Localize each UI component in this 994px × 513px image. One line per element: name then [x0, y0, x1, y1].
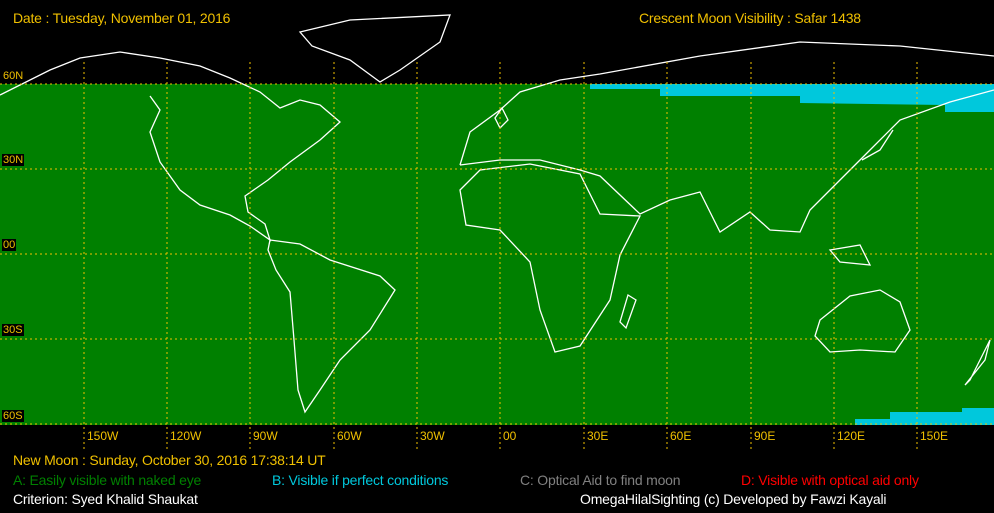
visibility-title: Crescent Moon Visibility : Safar 1438	[639, 10, 861, 26]
legend-d: D: Visible with optical aid only	[741, 472, 919, 488]
lat-grid	[0, 83, 994, 425]
legend-c: C: Optical Aid to find moon	[520, 472, 681, 488]
lon-label: 90E	[754, 429, 776, 443]
date-label: Date : Tuesday, November 01, 2016	[13, 10, 231, 26]
credit-label: OmegaHilalSighting (c) Developed by Fawz…	[580, 491, 887, 507]
lon-label: 30E	[587, 429, 609, 443]
lat-label: 30S	[2, 324, 24, 336]
lon-label: 30W	[420, 429, 445, 443]
zone-a-region	[0, 84, 994, 425]
criterion-label: Criterion: Syed Khalid Shaukat	[13, 491, 198, 507]
zone-b-region	[590, 84, 994, 425]
legend-b: B: Visible if perfect conditions	[272, 472, 449, 488]
lon-label: 120E	[837, 429, 866, 443]
lon-label: 60W	[337, 429, 362, 443]
lon-label: 150W	[87, 429, 119, 443]
lon-label: 150E	[920, 429, 949, 443]
lat-label: 60N	[2, 70, 25, 82]
lat-label: 60S	[2, 410, 24, 422]
lon-label: 90W	[253, 429, 278, 443]
lat-label: 30N	[2, 154, 25, 166]
legend-a: A: Easily visible with naked eye	[13, 472, 202, 488]
lon-label: 00	[503, 429, 517, 443]
new-moon-label: New Moon : Sunday, October 30, 2016 17:3…	[13, 452, 326, 468]
lon-label: 60E	[670, 429, 692, 443]
lat-label: 00	[2, 239, 17, 251]
lon-label: 120W	[170, 429, 202, 443]
coastlines	[0, 14, 994, 414]
